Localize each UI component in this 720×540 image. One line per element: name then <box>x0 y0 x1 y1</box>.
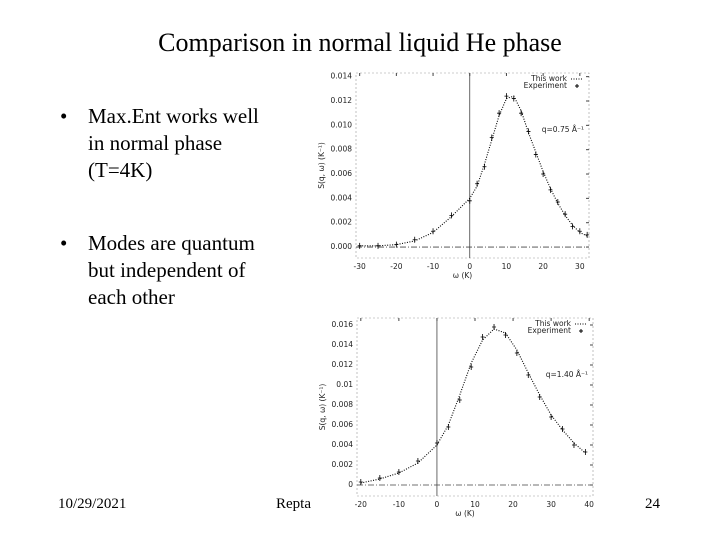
legend-label: This work <box>534 319 572 328</box>
legend-swatch <box>579 329 583 333</box>
data-point <box>497 110 502 117</box>
x-tick-label: 20 <box>538 262 548 271</box>
data-point <box>482 163 487 170</box>
footer-date: 10/29/2021 <box>58 496 127 512</box>
page-number: 24 <box>645 496 660 512</box>
annotation: q=0.75 Å⁻¹ <box>542 125 584 134</box>
slide-title: Comparison in normal liquid He phase <box>158 28 562 57</box>
data-point <box>504 93 509 100</box>
y-tick-label: 0.012 <box>331 96 353 105</box>
legend-label: This work <box>530 74 568 83</box>
series-line <box>359 95 588 247</box>
data-point <box>469 364 474 370</box>
bullet: Modes are quantum but independent of eac… <box>60 230 278 311</box>
data-point <box>571 442 576 448</box>
x-tick-label: 30 <box>575 262 585 271</box>
data-point <box>475 180 480 187</box>
y-tick-label: 0.000 <box>331 242 353 251</box>
legend-label: Experiment <box>528 326 571 335</box>
data-point <box>570 223 575 230</box>
data-point <box>446 424 451 430</box>
data-point <box>415 458 420 464</box>
y-tick-label: 0.008 <box>331 145 353 154</box>
chart-background <box>318 70 600 280</box>
y-tick-label: 0.012 <box>332 360 354 369</box>
data-point <box>526 372 531 378</box>
y-tick-label: 0.01 <box>336 380 353 389</box>
data-point <box>358 479 363 485</box>
x-tick-label: -10 <box>393 500 405 509</box>
footer-text: Repta <box>276 496 311 512</box>
data-point <box>467 197 472 204</box>
data-point <box>480 334 485 340</box>
legend-label: Experiment <box>524 81 567 90</box>
data-point <box>394 241 399 248</box>
x-tick-label: 0 <box>435 500 440 509</box>
x-tick-label: 30 <box>546 500 556 509</box>
y-tick-label: 0.010 <box>331 120 353 129</box>
y-tick-label: 0.002 <box>332 460 354 469</box>
data-point <box>563 211 568 218</box>
y-tick-label: 0.014 <box>332 340 354 349</box>
x-tick-label: 0 <box>467 262 472 271</box>
data-point <box>377 475 382 481</box>
data-point <box>519 110 524 117</box>
data-point <box>396 469 401 475</box>
y-tick-label: 0.006 <box>331 169 353 178</box>
data-point <box>434 440 439 446</box>
data-point <box>431 228 436 235</box>
data-point <box>489 134 494 141</box>
chart-background <box>318 313 600 513</box>
data-point <box>449 212 454 219</box>
y-tick-label: 0 <box>348 480 353 489</box>
x-tick-label: 10 <box>470 500 480 509</box>
y-tick-label: 0.008 <box>332 400 354 409</box>
plot-frame <box>355 72 590 259</box>
data-point <box>585 231 590 238</box>
data-point <box>412 236 417 243</box>
x-tick-label: 10 <box>502 262 512 271</box>
y-tick-label: 0.004 <box>331 193 353 202</box>
data-point <box>549 414 554 420</box>
data-point <box>357 242 362 249</box>
data-point <box>537 394 542 400</box>
data-point <box>511 95 516 102</box>
data-point <box>533 151 538 158</box>
data-point <box>492 324 497 330</box>
y-tick-label: 0.016 <box>332 320 354 329</box>
data-point <box>503 332 508 338</box>
y-axis-label: S(q, ω) (K⁻¹) <box>317 142 326 189</box>
x-tick-label: -20 <box>390 262 402 271</box>
data-point <box>560 426 565 432</box>
data-point <box>548 186 553 193</box>
y-tick-label: 0.004 <box>332 440 354 449</box>
legend-swatch <box>575 84 579 88</box>
bullet: Max.Ent works well in normal phase (T=4K… <box>60 103 278 184</box>
data-point <box>376 242 381 249</box>
x-tick-label: -20 <box>355 500 367 509</box>
x-tick-label: 20 <box>508 500 518 509</box>
data-point <box>541 171 546 178</box>
data-point <box>526 128 531 135</box>
data-point <box>583 449 588 455</box>
data-point <box>457 397 462 403</box>
x-axis-label: ω (K) <box>455 509 475 518</box>
y-tick-label: 0.006 <box>332 420 354 429</box>
data-point <box>514 350 519 356</box>
y-tick-label: 0.014 <box>331 72 353 81</box>
x-tick-label: -30 <box>354 262 366 271</box>
data-point <box>577 228 582 235</box>
y-tick-label: 0.002 <box>331 218 353 227</box>
x-tick-label: -10 <box>427 262 439 271</box>
x-tick-label: 40 <box>584 500 594 509</box>
y-axis-label: S(q, ω) (K⁻¹) <box>318 384 327 431</box>
x-axis-label: ω (K) <box>453 271 473 280</box>
data-point <box>555 199 560 206</box>
annotation: q=1.40 Å⁻¹ <box>546 370 588 379</box>
